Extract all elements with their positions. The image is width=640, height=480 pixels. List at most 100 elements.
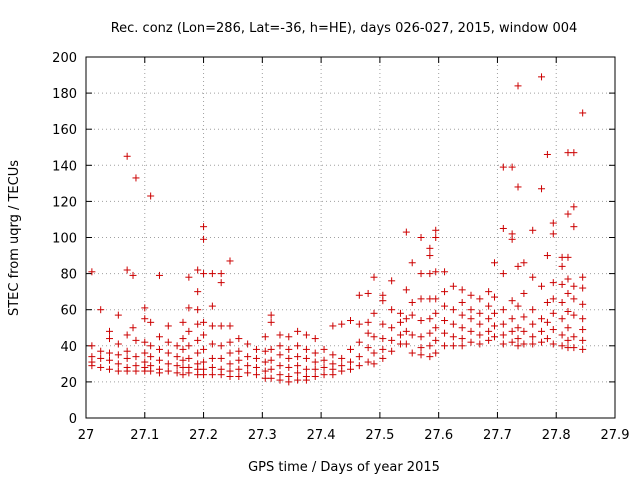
data-point	[514, 262, 522, 270]
data-point	[499, 270, 507, 278]
data-point	[123, 331, 131, 339]
data-point	[235, 356, 243, 364]
data-point	[417, 270, 425, 278]
data-point	[417, 234, 425, 241]
data-point	[355, 291, 363, 299]
data-point	[579, 326, 587, 334]
data-point	[267, 365, 275, 373]
data-point	[114, 311, 122, 319]
data-point	[194, 266, 202, 274]
data-point	[508, 338, 516, 346]
data-point	[114, 360, 122, 368]
data-point	[208, 363, 216, 371]
data-point	[508, 163, 516, 171]
data-point	[408, 311, 416, 319]
data-point	[538, 338, 546, 346]
data-point	[179, 371, 187, 379]
data-point	[543, 335, 551, 343]
data-point	[558, 253, 566, 261]
data-point	[476, 340, 484, 348]
data-point	[129, 271, 137, 279]
data-point	[285, 333, 293, 341]
data-point	[364, 318, 372, 326]
data-point	[449, 333, 457, 341]
data-point	[432, 336, 440, 344]
x-tick-label: 27.9	[601, 428, 630, 443]
data-point	[579, 345, 587, 353]
data-point	[538, 327, 546, 335]
data-points	[88, 73, 587, 386]
data-point	[364, 329, 372, 337]
data-point	[426, 244, 434, 252]
data-point	[458, 298, 466, 306]
data-point	[123, 354, 131, 362]
axis-ticks	[85, 56, 616, 419]
data-point	[294, 342, 302, 350]
data-point	[217, 322, 225, 330]
data-point	[476, 309, 484, 317]
data-point	[164, 338, 172, 346]
data-point	[244, 362, 252, 370]
data-point	[147, 342, 155, 350]
data-point	[235, 372, 243, 380]
data-point	[129, 324, 137, 332]
data-point	[508, 235, 516, 243]
data-point	[194, 306, 202, 314]
data-point	[226, 372, 234, 380]
data-point	[276, 331, 284, 339]
data-point	[132, 353, 140, 361]
data-point	[579, 284, 587, 292]
data-point	[520, 259, 528, 267]
data-point	[508, 297, 516, 305]
data-point	[402, 315, 410, 323]
data-point	[514, 342, 522, 350]
data-point	[235, 365, 243, 373]
y-tick-label: 100	[52, 232, 77, 247]
data-point	[302, 365, 310, 373]
data-point	[252, 363, 260, 371]
data-point	[549, 340, 557, 348]
data-point	[106, 365, 114, 373]
data-point	[355, 320, 363, 328]
data-point	[570, 149, 578, 157]
data-point	[226, 360, 234, 368]
data-point	[491, 259, 499, 267]
data-point	[370, 333, 378, 341]
data-point	[123, 266, 131, 274]
data-point	[379, 297, 387, 305]
data-point	[200, 345, 208, 353]
data-point	[570, 223, 578, 231]
data-point	[558, 280, 566, 288]
data-point	[564, 344, 572, 352]
data-point	[200, 331, 208, 339]
data-point	[396, 340, 404, 348]
data-point	[485, 288, 493, 296]
x-tick-label: 27.1	[130, 428, 159, 443]
data-point	[141, 349, 149, 357]
data-point	[514, 183, 522, 191]
data-point	[408, 259, 416, 267]
data-point	[244, 369, 252, 377]
data-point	[97, 306, 105, 314]
data-point	[276, 351, 284, 359]
data-point	[294, 353, 302, 361]
data-point	[458, 335, 466, 343]
data-point	[208, 340, 216, 348]
data-point	[432, 226, 440, 234]
data-point	[244, 353, 252, 361]
data-point	[426, 342, 434, 350]
data-point	[364, 289, 372, 297]
data-point	[449, 320, 457, 328]
chart-title: Rec. conz (Lon=286, Lat=-36, h=HE), days…	[111, 21, 578, 36]
data-point	[485, 302, 493, 310]
data-point	[261, 333, 269, 341]
data-point	[564, 289, 572, 297]
data-point	[106, 356, 114, 364]
data-point	[261, 374, 269, 382]
data-point	[147, 367, 155, 375]
data-point	[564, 253, 572, 261]
data-point	[164, 322, 172, 330]
data-point	[529, 306, 537, 314]
data-point	[200, 235, 208, 243]
data-point	[432, 309, 440, 317]
